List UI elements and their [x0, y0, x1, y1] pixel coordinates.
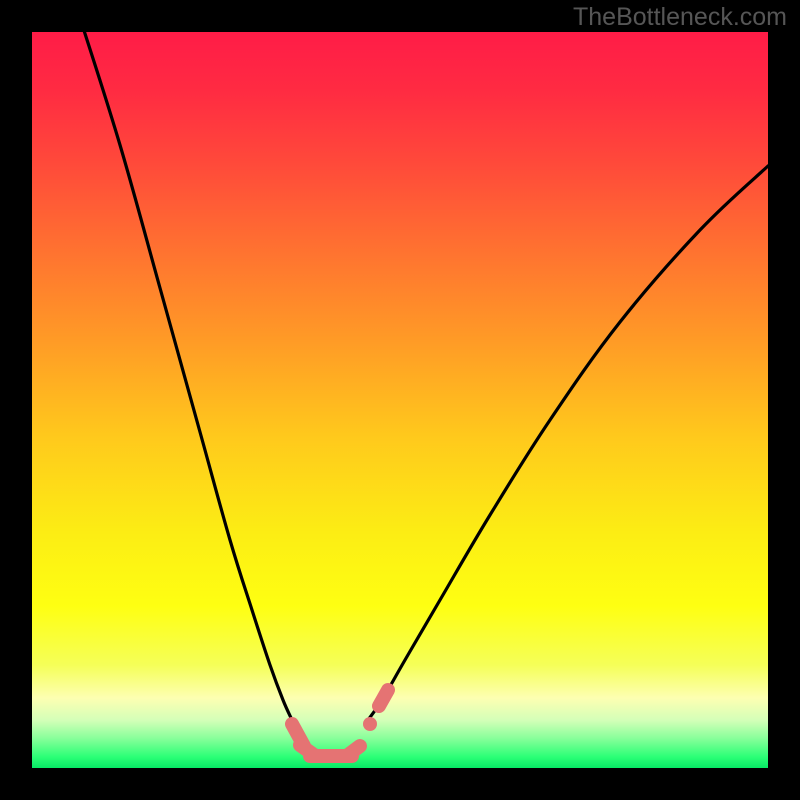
bottleneck-chart [0, 0, 800, 800]
highlight-segment [379, 690, 388, 706]
highlight-segment [363, 717, 377, 731]
highlight-segment [348, 746, 360, 755]
watermark-text: TheBottleneck.com [573, 3, 787, 32]
gradient-background [32, 32, 768, 768]
